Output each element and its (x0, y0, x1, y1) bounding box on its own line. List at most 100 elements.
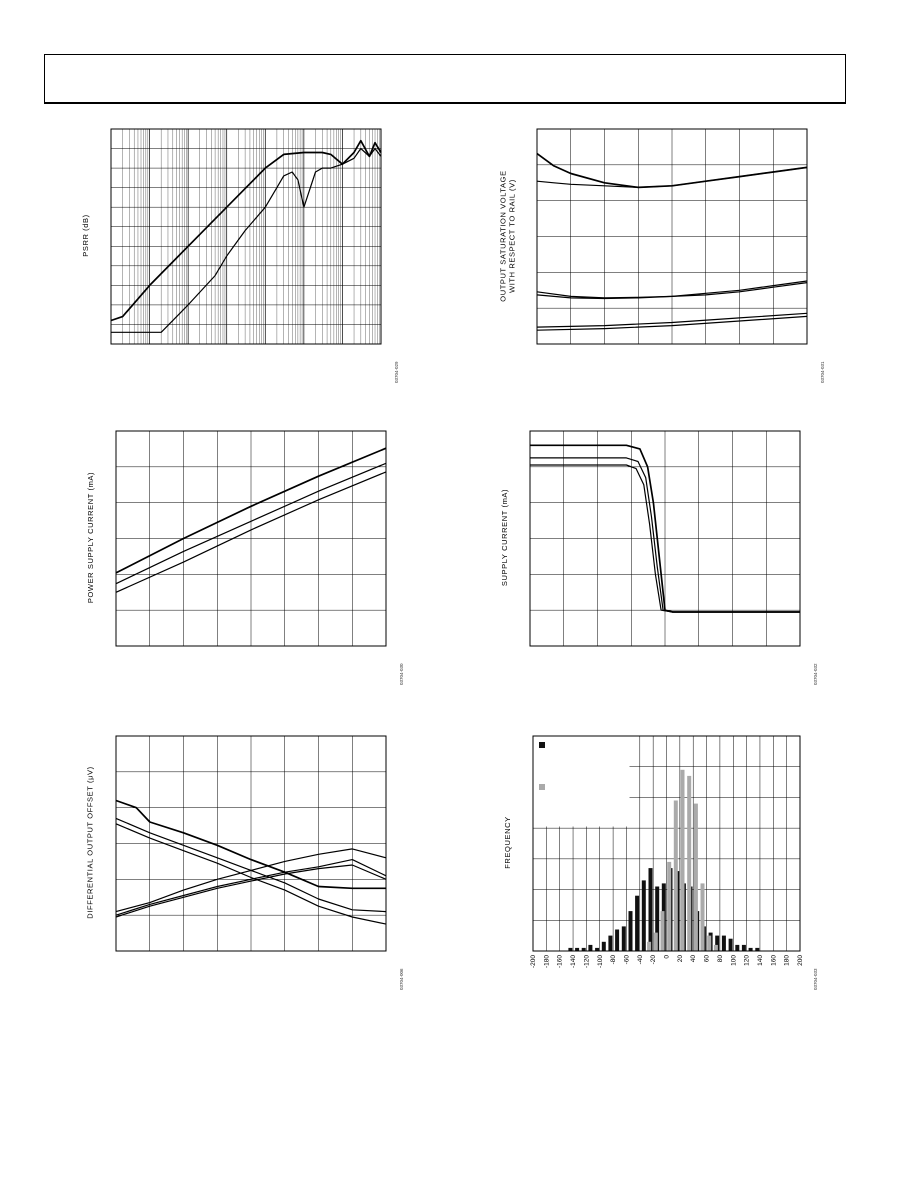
x-tick-label: -60 (623, 955, 630, 965)
y-axis-label: FREQUENCY (502, 816, 512, 869)
x-tick-label: -200 (530, 955, 537, 968)
series-line-6 (536, 315, 808, 331)
page-header-rule (44, 102, 846, 104)
bar-s2 (660, 911, 665, 951)
plot-frame (529, 430, 801, 647)
x-tick-label: -160 (557, 955, 564, 968)
figure-id: 03704-031 (820, 361, 825, 383)
page-header-box (44, 54, 846, 104)
y-axis-label: OUTPUT SATURATION VOLTAGE WITH RESPECT T… (498, 169, 517, 302)
legend-swatch-2 (539, 784, 545, 790)
bar-s1 (755, 947, 760, 951)
grid-psrr (110, 129, 381, 344)
bar-s1 (748, 947, 753, 951)
chart-panel-psc (115, 430, 387, 647)
bar-s1 (621, 926, 626, 951)
figure-id: 03704-033 (813, 968, 818, 990)
chart-svg-dos (115, 735, 387, 952)
chart-svg-hist: -200 -180 -160 -140 -120 -100 -80 -60 -40 -20 0 20 4… (530, 735, 804, 968)
chart-svg-sat (536, 128, 808, 345)
plot-frame (115, 430, 387, 647)
series-line-3 (115, 823, 387, 925)
bar-s1 (655, 886, 660, 951)
bar-s2 (680, 769, 685, 951)
x-tick-label: 180 (784, 955, 791, 966)
y-axis-label: SUPPLY CURRENT (mA) (499, 488, 509, 587)
x-tick-label: 0 (664, 955, 671, 959)
series-line-5 (536, 312, 808, 328)
bar-s2 (647, 941, 652, 951)
plot-frame (536, 128, 808, 345)
y-axis-label: DIFFERENTIAL OUTPUT OFFSET (μV) (85, 766, 95, 919)
chart-svg-psc (115, 430, 387, 647)
bar-s2 (667, 861, 672, 951)
bar-s2 (653, 932, 658, 951)
bar-s2 (700, 883, 705, 951)
x-tick-label: -100 (597, 955, 604, 968)
grid-sc (530, 431, 800, 646)
chart-svg-psrr (110, 128, 382, 345)
chart-svg-sc (529, 430, 801, 647)
plot-frame (115, 735, 387, 952)
bar-s1 (575, 947, 580, 951)
x-tick-label: -80 (610, 955, 617, 965)
y-axis-label: POWER SUPPLY CURRENT (mA) (85, 471, 95, 604)
bar-s2 (713, 944, 718, 951)
figure-id: 03704-032 (813, 663, 818, 685)
bar-s1 (581, 947, 586, 951)
chart-panel-sat (536, 128, 808, 345)
bar-s1 (608, 935, 613, 951)
series-line-5 (115, 858, 387, 916)
bar-s1 (568, 947, 573, 951)
x-tick-label: -140 (570, 955, 577, 968)
bar-s1 (595, 947, 600, 951)
bar-s1 (628, 911, 633, 951)
bar-s1 (588, 944, 593, 951)
plot-frame (110, 128, 382, 345)
bar-s1 (615, 929, 620, 951)
series-line-3 (115, 471, 387, 593)
legend-swatch-1 (539, 742, 545, 748)
series-line-3 (530, 464, 800, 613)
grid-psc (116, 431, 386, 646)
x-tick-label: 140 (757, 955, 764, 966)
x-tick-label: 20 (677, 955, 684, 963)
figure-id: 03704-030 (399, 663, 404, 685)
figure-id: 03704-006 (399, 968, 404, 990)
bar-s1 (741, 944, 746, 951)
bar-s1 (715, 935, 720, 951)
x-tick-label: 80 (717, 955, 724, 963)
bar-s2 (673, 800, 678, 951)
grid-dos (116, 736, 386, 951)
x-tick-label: -40 (637, 955, 644, 965)
bar-s1 (728, 938, 733, 951)
series-line-2 (115, 462, 387, 585)
x-tick-label: 160 (770, 955, 777, 966)
x-tick-label: 200 (797, 955, 804, 966)
bar-s1 (735, 944, 740, 951)
y-axis-label: PSRR (dB) (80, 214, 90, 257)
x-tick-label: -120 (583, 955, 590, 968)
bar-s1 (641, 880, 646, 951)
chart-panel-psrr (110, 128, 382, 345)
chart-panel-hist: -200 -180 -160 -140 -120 -100 -80 -60 -40 -20 0 20 4… (530, 735, 804, 968)
bar-s1 (721, 935, 726, 951)
chart-panel-sc (529, 430, 801, 647)
grid-sat (537, 129, 807, 344)
series-line-1 (115, 447, 387, 574)
plot-frame (532, 735, 801, 952)
bar-s2 (693, 803, 698, 951)
series-line-4 (536, 280, 808, 300)
series-line-1 (115, 799, 386, 890)
figure-id: 03704-029 (394, 361, 399, 383)
bar-s1 (601, 941, 606, 951)
chart-panel-dos (115, 735, 387, 952)
bar-s1 (635, 895, 640, 951)
bar-s2 (707, 935, 712, 951)
series-line-2 (536, 166, 808, 189)
bar-s1 (648, 868, 653, 951)
series-line-2 (111, 147, 382, 333)
series-line-4 (115, 848, 387, 913)
series-line-1 (110, 139, 382, 322)
x-tick-label: 100 (730, 955, 737, 966)
